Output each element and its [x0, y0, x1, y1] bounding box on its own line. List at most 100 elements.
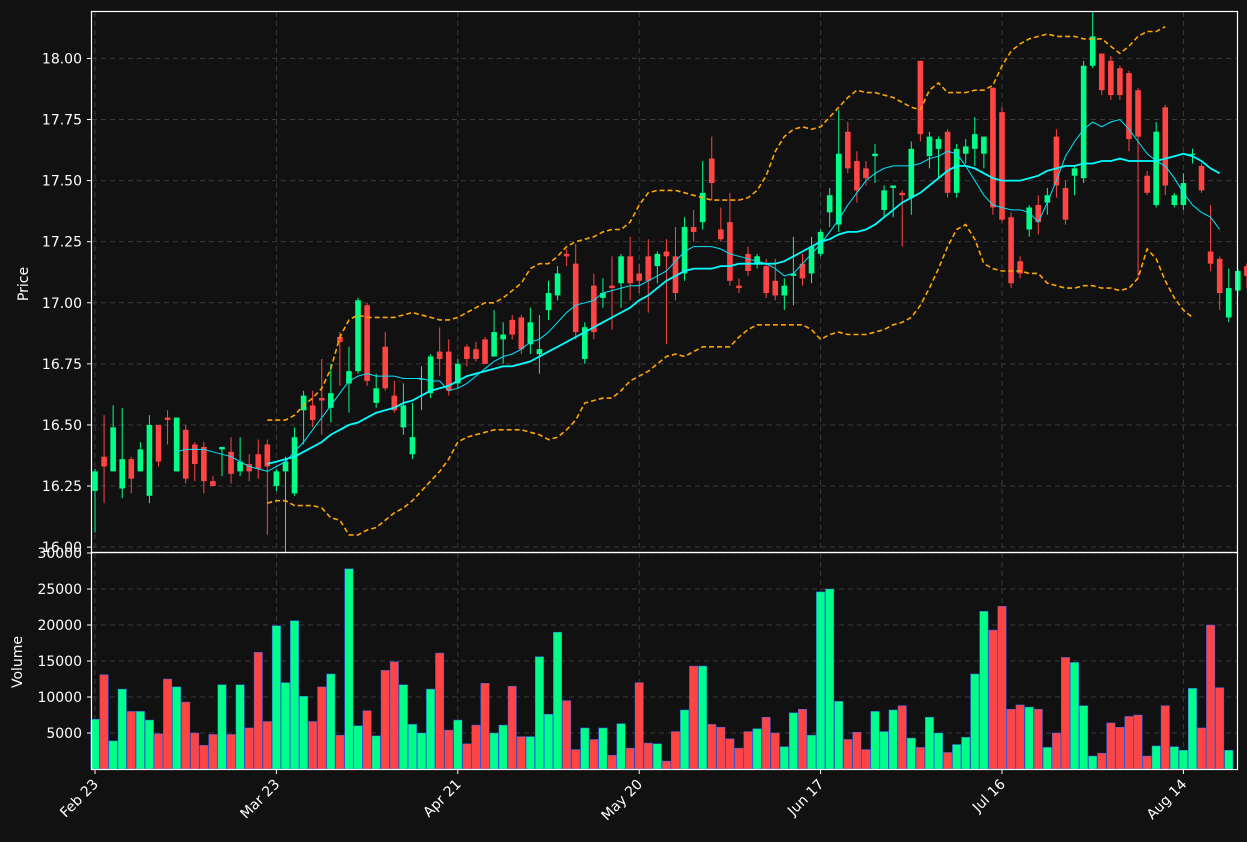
candle-body-down	[391, 395, 398, 411]
candle-body-up	[373, 388, 379, 403]
volume-bar	[571, 749, 581, 770]
price-gridlines	[92, 57, 1237, 548]
price-axis-ticks: 16.00 16.25 16.50 16.75 17.00 17.25 17.50 17.75…	[42, 51, 92, 556]
volume-bar	[317, 686, 327, 770]
candle-body-up	[1225, 288, 1232, 318]
volume-bar	[190, 732, 200, 770]
volume-bar	[507, 685, 517, 770]
price-tick-label: 18.00	[42, 51, 82, 67]
volume-bar	[326, 673, 336, 770]
volume-bar	[961, 737, 971, 770]
candle-body-up	[1189, 153, 1196, 155]
candle-body-down	[1216, 258, 1223, 293]
candle-body-up	[935, 139, 942, 149]
price-tick-label: 17.00	[42, 296, 82, 312]
volume-bar	[217, 684, 227, 770]
volume-bar	[1224, 750, 1234, 770]
volume-bar	[698, 665, 708, 770]
candle-body-up	[427, 356, 434, 394]
candle-body-down	[672, 256, 679, 293]
volume-bar	[163, 678, 173, 770]
volume-bar	[1206, 624, 1216, 770]
candle-body-up	[110, 427, 116, 472]
volume-bar	[299, 696, 309, 770]
volume-bar	[861, 749, 871, 770]
price-tick-label: 16.75	[42, 357, 82, 373]
volume-bar	[1115, 726, 1125, 770]
candle-body-up	[1071, 168, 1078, 176]
candle-body-up	[654, 253, 661, 267]
volume-bars	[90, 568, 1234, 770]
volume-bar	[634, 682, 644, 770]
volume-bar	[943, 752, 953, 770]
volume-bar	[689, 665, 699, 770]
volume-bar	[453, 719, 463, 770]
candle-body-down	[609, 285, 615, 289]
candle-body-up	[237, 461, 243, 472]
candle-body-down	[1008, 217, 1014, 284]
volume-bar	[154, 733, 163, 770]
volume-bar	[553, 631, 563, 770]
volume-bar	[888, 709, 898, 770]
candle-body-up	[219, 446, 225, 450]
candle-body-down	[1207, 251, 1214, 264]
volume-bar	[471, 724, 481, 770]
volume-bar	[661, 760, 671, 770]
volume-bar	[924, 716, 934, 770]
candle-body-up	[418, 378, 425, 380]
candle-body-down	[944, 131, 951, 193]
candle-body-up	[971, 134, 978, 149]
volume-tick-label: 30000	[37, 546, 82, 562]
volume-bar	[616, 723, 626, 770]
volume-bar	[997, 606, 1007, 770]
volume-bar	[1215, 687, 1225, 770]
candle-body-up	[536, 349, 543, 355]
candle-body-down	[627, 256, 633, 284]
volume-bar	[126, 711, 136, 770]
candle-body-up	[953, 148, 960, 193]
candle-body-up	[681, 227, 688, 274]
volume-bar	[344, 568, 354, 770]
volume-bar	[834, 701, 844, 770]
volume-bar	[1169, 746, 1179, 770]
volume-bar	[906, 737, 916, 770]
candle-body-down	[436, 351, 443, 359]
candle-body-up	[146, 424, 153, 496]
candle-body-up	[890, 185, 896, 188]
candle-body-down	[663, 251, 670, 257]
volume-bar	[1079, 705, 1089, 770]
volume-bar	[1097, 752, 1107, 770]
candle-body-down	[854, 161, 860, 191]
candle-body-down	[745, 253, 751, 272]
moving-average-slow-line	[267, 152, 1221, 465]
candle-body-up	[781, 285, 788, 296]
candle-body-down	[1198, 165, 1205, 191]
candle-body-up	[137, 449, 144, 472]
candle-body-down	[1017, 261, 1023, 274]
candle-body-up	[1153, 131, 1159, 206]
volume-bar	[788, 712, 798, 770]
candle-body-down	[509, 319, 516, 335]
candle-body-up	[455, 363, 461, 384]
candle-body-down	[1162, 107, 1169, 186]
volume-bar	[879, 731, 889, 770]
volume-bar	[680, 709, 689, 770]
candle-body-down	[690, 227, 697, 232]
candle-body-down	[518, 317, 525, 350]
volume-bar	[235, 684, 245, 770]
price-tick-label: 16.25	[42, 479, 82, 495]
candle-body-down	[990, 87, 996, 208]
candle-body-down	[101, 456, 107, 467]
volume-bar	[1061, 657, 1070, 770]
candle-body-down	[845, 131, 851, 169]
price-tick-label: 16.00	[42, 540, 82, 556]
volume-bar	[970, 673, 980, 770]
volume-tick-label: 20000	[37, 618, 82, 634]
candle-body-up	[600, 292, 606, 298]
candle-body-up	[1026, 207, 1033, 230]
volume-bar	[562, 700, 572, 770]
volume-bar	[743, 731, 753, 770]
volume-bar	[380, 670, 390, 770]
candle-body-down	[1053, 136, 1060, 186]
